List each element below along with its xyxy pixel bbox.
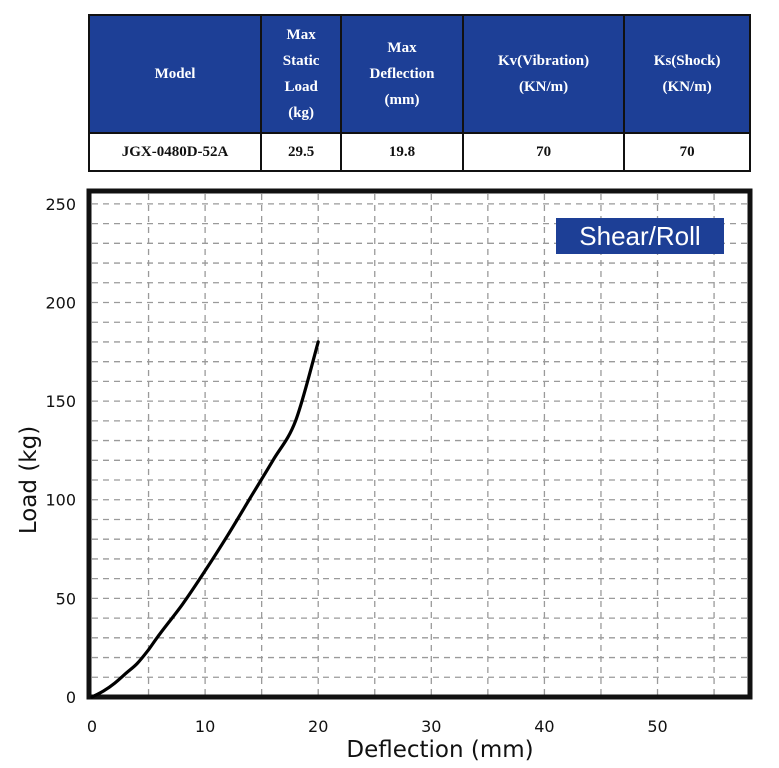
x-tick-label: 40	[534, 717, 554, 736]
cell-kv: 70	[461, 132, 626, 172]
y-tick-label: 200	[45, 293, 76, 312]
y-tick-label: 0	[66, 688, 76, 707]
x-tick-label: 50	[647, 717, 667, 736]
table-row: JGX-0480D-52A 29.5 19.8 70 70	[87, 132, 751, 172]
shear-roll-badge: Shear/Roll	[556, 218, 724, 254]
x-tick-label: 0	[87, 717, 97, 736]
y-axis-label: Load (kg)	[16, 426, 42, 534]
cell-max-deflection: 19.8	[340, 132, 464, 172]
header-model: Model	[87, 14, 263, 134]
spec-table: Model Max Static Load (kg) Max Deflection (mm…	[87, 14, 751, 172]
plot-frame	[86, 188, 753, 700]
cell-ks: 70	[623, 132, 751, 172]
series-line-shear-roll	[90, 340, 320, 699]
badge-label: Shear/Roll	[579, 221, 700, 251]
x-tick-label: 20	[308, 717, 328, 736]
y-tick-label: 150	[45, 392, 76, 411]
cell-max-static-load: 29.5	[260, 132, 343, 172]
y-tick-label: 250	[45, 195, 76, 214]
header-max-deflection: Max Deflection (mm)	[340, 14, 464, 134]
x-tick-label: 30	[421, 717, 441, 736]
y-tick-label: 100	[45, 491, 76, 510]
cell-model: JGX-0480D-52A	[87, 132, 263, 172]
header-ks-shock: Ks(Shock) (KN/m)	[623, 14, 751, 134]
series-layer	[90, 340, 320, 699]
x-tick-label: 10	[195, 717, 215, 736]
badge-background	[556, 218, 724, 254]
y-tick-label: 50	[56, 589, 76, 608]
tick-labels: 0 10 20 30 40 50 0 50 100 150 200 250	[45, 195, 667, 736]
header-max-static-load: Max Static Load (kg)	[260, 14, 343, 134]
grid-lines	[92, 194, 748, 697]
table-header-row: Model Max Static Load (kg) Max Deflection (mm…	[87, 14, 751, 134]
x-axis-label: Deflection (mm)	[346, 737, 533, 763]
header-kv-vibration: Kv(Vibration) (KN/m)	[461, 14, 626, 134]
